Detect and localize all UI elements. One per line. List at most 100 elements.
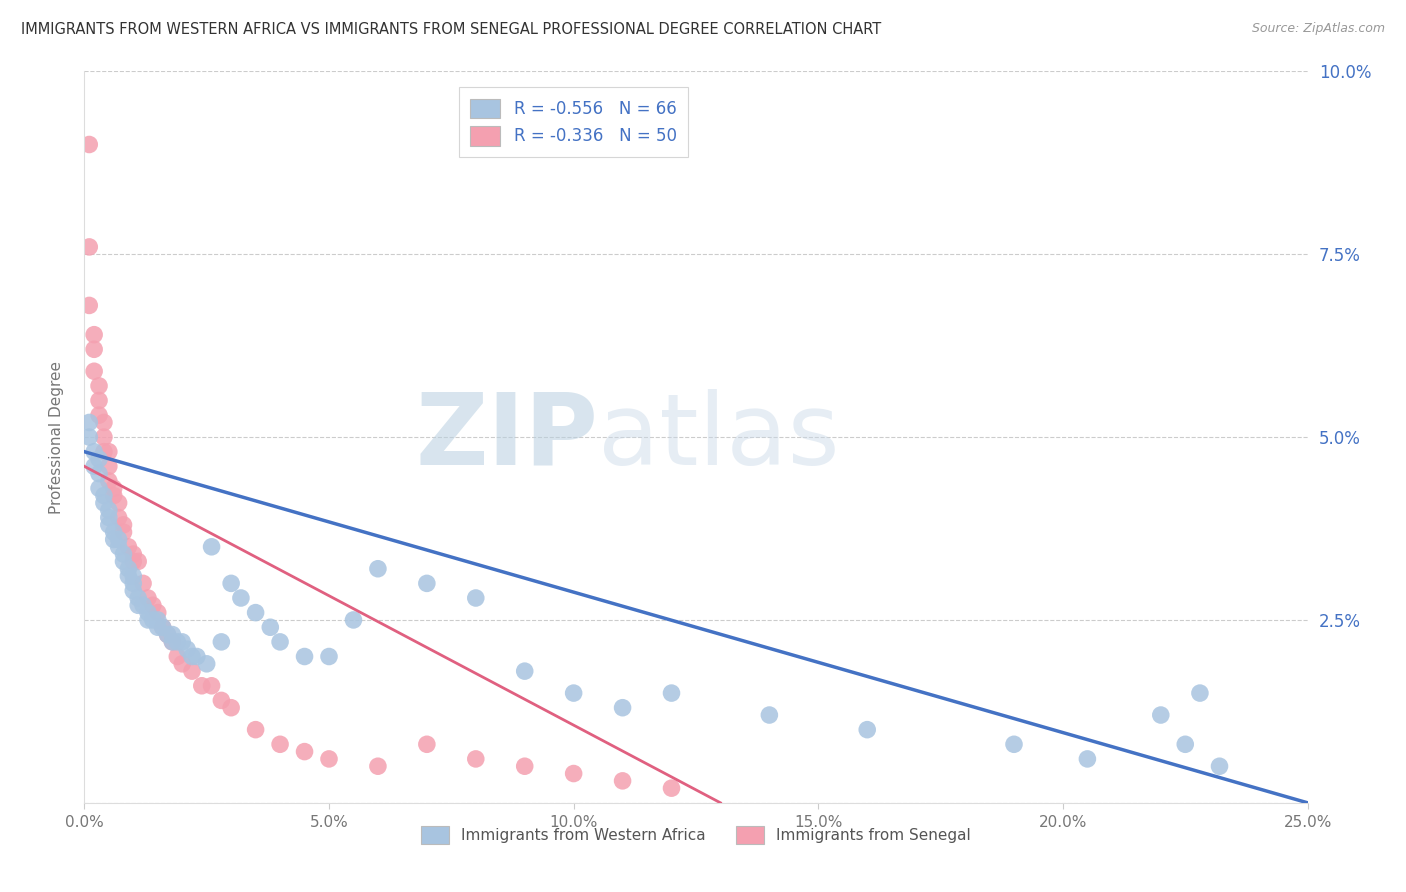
Point bbox=[367, 562, 389, 576]
Point bbox=[93, 416, 115, 430]
Point bbox=[856, 723, 879, 737]
Point bbox=[513, 759, 536, 773]
Point bbox=[93, 496, 115, 510]
Point bbox=[127, 554, 149, 568]
Point bbox=[136, 613, 159, 627]
Point bbox=[112, 517, 135, 532]
Text: atlas: atlas bbox=[598, 389, 839, 485]
Point bbox=[562, 686, 585, 700]
Point bbox=[97, 517, 120, 532]
Point bbox=[112, 554, 135, 568]
Text: Source: ZipAtlas.com: Source: ZipAtlas.com bbox=[1251, 22, 1385, 36]
Point bbox=[117, 540, 139, 554]
Point bbox=[162, 635, 184, 649]
Point bbox=[200, 540, 222, 554]
Point bbox=[219, 700, 242, 714]
Point bbox=[152, 620, 174, 634]
Point bbox=[200, 679, 222, 693]
Point bbox=[117, 569, 139, 583]
Point bbox=[269, 737, 291, 751]
Point bbox=[117, 562, 139, 576]
Point bbox=[367, 759, 389, 773]
Point bbox=[107, 533, 129, 547]
Point bbox=[132, 599, 155, 613]
Point bbox=[612, 700, 634, 714]
Point bbox=[103, 489, 125, 503]
Point bbox=[83, 364, 105, 378]
Point bbox=[97, 510, 120, 524]
Point bbox=[661, 781, 683, 796]
Point bbox=[1208, 759, 1230, 773]
Point bbox=[1002, 737, 1025, 751]
Point bbox=[294, 649, 316, 664]
Point bbox=[612, 773, 634, 788]
Point bbox=[342, 613, 364, 627]
Point bbox=[87, 467, 110, 481]
Point bbox=[77, 430, 100, 444]
Point bbox=[112, 547, 135, 561]
Point bbox=[416, 576, 439, 591]
Point bbox=[172, 635, 194, 649]
Point bbox=[87, 379, 110, 393]
Point bbox=[318, 649, 340, 664]
Text: IMMIGRANTS FROM WESTERN AFRICA VS IMMIGRANTS FROM SENEGAL PROFESSIONAL DEGREE CO: IMMIGRANTS FROM WESTERN AFRICA VS IMMIGR… bbox=[21, 22, 882, 37]
Point bbox=[136, 591, 159, 605]
Point bbox=[83, 327, 105, 342]
Point bbox=[112, 525, 135, 540]
Point bbox=[136, 606, 159, 620]
Point bbox=[758, 708, 780, 723]
Point bbox=[152, 620, 174, 634]
Point bbox=[122, 554, 145, 568]
Point bbox=[172, 657, 194, 671]
Point bbox=[318, 752, 340, 766]
Point bbox=[245, 723, 267, 737]
Point bbox=[83, 459, 105, 474]
Point bbox=[103, 525, 125, 540]
Y-axis label: Professional Degree: Professional Degree bbox=[49, 360, 63, 514]
Point bbox=[269, 635, 291, 649]
Point bbox=[122, 547, 145, 561]
Point bbox=[107, 510, 129, 524]
Point bbox=[209, 693, 232, 707]
Point bbox=[259, 620, 281, 634]
Point bbox=[1188, 686, 1211, 700]
Point bbox=[87, 408, 110, 422]
Point bbox=[87, 452, 110, 467]
Point bbox=[97, 503, 120, 517]
Point bbox=[209, 635, 232, 649]
Point bbox=[97, 459, 120, 474]
Point bbox=[162, 627, 184, 641]
Point bbox=[93, 489, 115, 503]
Text: ZIP: ZIP bbox=[415, 389, 598, 485]
Point bbox=[142, 599, 165, 613]
Point bbox=[245, 606, 267, 620]
Point bbox=[87, 481, 110, 495]
Point bbox=[229, 591, 252, 605]
Point bbox=[1076, 752, 1098, 766]
Point bbox=[77, 416, 100, 430]
Point bbox=[127, 591, 149, 605]
Point bbox=[122, 583, 145, 598]
Point bbox=[416, 737, 439, 751]
Point bbox=[127, 599, 149, 613]
Point bbox=[464, 591, 486, 605]
Point bbox=[83, 444, 105, 458]
Point bbox=[146, 606, 169, 620]
Point bbox=[142, 613, 165, 627]
Point bbox=[97, 474, 120, 488]
Point bbox=[186, 649, 208, 664]
Point bbox=[562, 766, 585, 780]
Point bbox=[122, 576, 145, 591]
Point bbox=[93, 430, 115, 444]
Point bbox=[77, 137, 100, 152]
Point bbox=[181, 649, 204, 664]
Point bbox=[93, 444, 115, 458]
Point bbox=[83, 343, 105, 357]
Point bbox=[103, 533, 125, 547]
Point bbox=[191, 679, 214, 693]
Point bbox=[107, 540, 129, 554]
Point bbox=[181, 664, 204, 678]
Point bbox=[1150, 708, 1173, 723]
Point bbox=[219, 576, 242, 591]
Point bbox=[1174, 737, 1197, 751]
